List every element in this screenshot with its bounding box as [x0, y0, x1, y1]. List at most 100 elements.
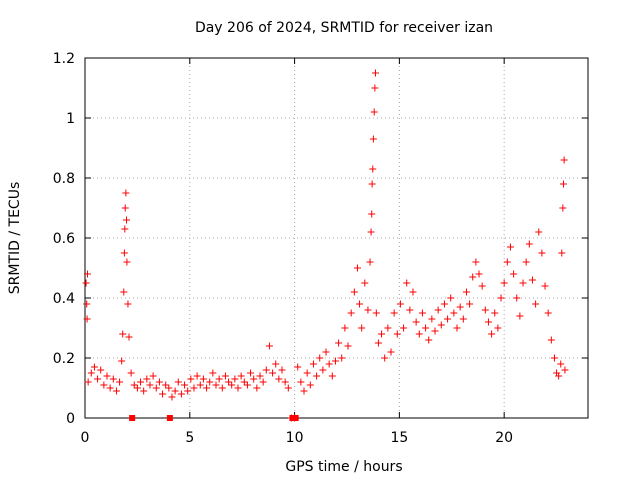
data-point	[366, 258, 374, 266]
data-point	[409, 288, 417, 296]
data-point	[497, 294, 505, 302]
data-point	[256, 372, 264, 380]
data-point	[390, 309, 398, 317]
data-point	[428, 315, 436, 323]
data-point	[475, 270, 483, 278]
data-point	[275, 375, 283, 383]
y-tick-label: 0.8	[53, 171, 75, 187]
data-point	[225, 378, 233, 386]
data-point	[83, 315, 91, 323]
data-point	[484, 318, 492, 326]
data-point	[177, 390, 185, 398]
axis-ticks: 0 5 10 15 20 0 0.2 0.4 0.6 0.8 1 1.2	[53, 51, 588, 446]
data-point	[125, 333, 133, 341]
data-point	[400, 324, 408, 332]
data-point	[112, 387, 120, 395]
data-point	[356, 300, 364, 308]
data-point	[284, 384, 292, 392]
data-point	[228, 381, 236, 389]
data-point	[341, 324, 349, 332]
data-point	[393, 330, 401, 338]
y-tick-label: 0.4	[53, 291, 75, 307]
data-point	[494, 324, 502, 332]
data-point	[384, 324, 392, 332]
data-point	[94, 375, 102, 383]
data-point	[331, 357, 339, 365]
data-point	[231, 375, 239, 383]
data-point	[168, 393, 176, 401]
data-point	[181, 381, 189, 389]
data-point	[294, 363, 302, 371]
y-axis-label: SRMTID / TECUs	[7, 182, 23, 295]
data-point	[466, 300, 474, 308]
data-point	[368, 210, 376, 218]
data-point	[469, 273, 477, 281]
data-point	[103, 372, 111, 380]
data-point	[120, 288, 128, 296]
data-point	[516, 312, 524, 320]
data-point	[491, 309, 499, 317]
data-point	[184, 387, 192, 395]
data-point	[462, 288, 470, 296]
data-point	[522, 258, 530, 266]
x-axis-label: GPS time / hours	[285, 459, 402, 475]
data-point	[325, 360, 333, 368]
data-point	[396, 300, 404, 308]
data-point	[152, 384, 160, 392]
data-point	[240, 378, 248, 386]
data-point	[165, 384, 173, 392]
data-point	[525, 240, 533, 248]
data-point	[221, 372, 229, 380]
data-point	[372, 309, 380, 317]
data-point	[155, 378, 163, 386]
data-point	[82, 279, 90, 287]
data-point	[370, 108, 378, 116]
data-point	[412, 318, 420, 326]
data-point	[118, 357, 126, 365]
data-point	[90, 363, 98, 371]
data-point	[447, 294, 455, 302]
data-point	[364, 306, 372, 314]
data-point	[174, 378, 182, 386]
y-tick-label: 1	[66, 111, 75, 127]
data-point	[338, 354, 346, 362]
data-point	[558, 249, 566, 257]
data-point	[212, 381, 220, 389]
data-point	[206, 378, 214, 386]
data-point	[371, 69, 379, 77]
data-point	[306, 381, 314, 389]
x-tick-label: 20	[495, 430, 513, 446]
data-point	[444, 315, 452, 323]
data-point	[500, 279, 508, 287]
data-point	[347, 309, 355, 317]
data-point	[371, 84, 379, 92]
data-point	[368, 180, 376, 188]
data-point	[149, 372, 157, 380]
data-point	[265, 342, 273, 350]
data-point	[559, 204, 567, 212]
data-point	[559, 180, 567, 188]
data-point	[199, 375, 207, 383]
data-point	[415, 330, 423, 338]
x-tick-label: 0	[81, 430, 90, 446]
data-point	[440, 300, 448, 308]
data-point	[387, 348, 395, 356]
data-point	[403, 279, 411, 287]
x-tick-label: 10	[286, 430, 304, 446]
zero-marker	[289, 415, 296, 421]
data-point	[171, 387, 179, 395]
x-tick-label: 15	[390, 430, 408, 446]
y-tick-label: 1.2	[53, 51, 75, 67]
data-point	[162, 381, 170, 389]
data-point	[83, 300, 91, 308]
data-point	[237, 372, 245, 380]
data-point	[316, 354, 324, 362]
data-point	[361, 279, 369, 287]
data-point	[193, 372, 201, 380]
data-point	[278, 366, 286, 374]
data-point	[541, 282, 549, 290]
data-point	[350, 288, 358, 296]
data-point	[159, 390, 167, 398]
data-point	[300, 387, 308, 395]
